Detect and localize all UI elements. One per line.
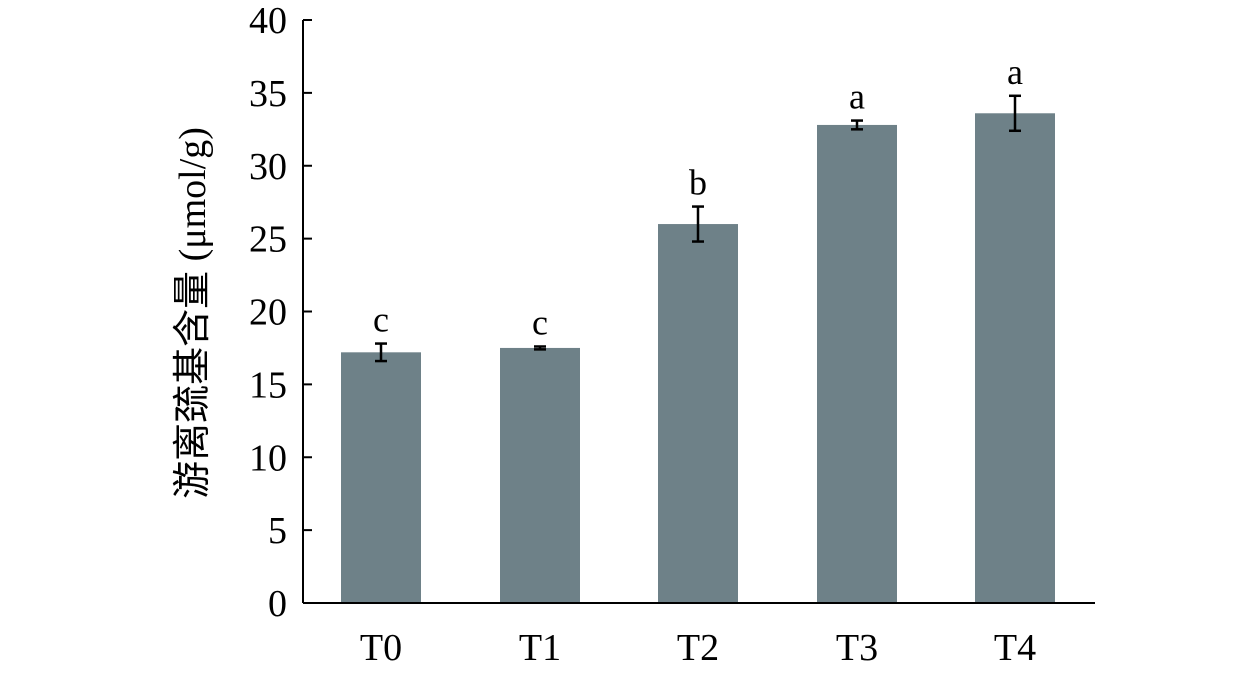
bar-t1 [500, 347, 580, 603]
y-axis-title: 游离巯基含量 (μmol/g) [172, 127, 214, 499]
y-tick-label: 10 [249, 437, 287, 479]
y-tick-label: 25 [249, 219, 287, 261]
bar-t4 [975, 113, 1055, 603]
y-tick-label: 20 [249, 292, 287, 334]
y-tick-label: 40 [249, 0, 287, 42]
significance-label: c [532, 302, 548, 342]
significance-label: a [849, 77, 865, 117]
y-tick-label: 5 [268, 510, 287, 552]
y-tick-label: 30 [249, 146, 287, 188]
y-tick-label: 35 [249, 73, 287, 115]
plot-area: 0 5 10 15 20 25 30 35 40 c T0 c T1 b T2 a T3 a T4 [249, 0, 1055, 669]
y-tick-label: 15 [249, 364, 287, 406]
bar-t2 [658, 224, 738, 604]
bar-t0 [341, 352, 421, 603]
x-tick-label: T1 [519, 627, 561, 669]
x-tick-label: T0 [360, 627, 402, 669]
x-tick-label: T3 [836, 627, 878, 669]
bar-t3 [817, 124, 897, 603]
x-tick-label: T2 [677, 627, 719, 669]
significance-label: a [1007, 52, 1023, 92]
x-tick-label: T4 [994, 627, 1036, 669]
significance-label: b [689, 163, 707, 203]
significance-label: c [373, 300, 389, 340]
y-axis-title-group: 游离巯基含量 (μmol/g) [172, 127, 214, 499]
y-tick-label: 0 [268, 583, 287, 625]
